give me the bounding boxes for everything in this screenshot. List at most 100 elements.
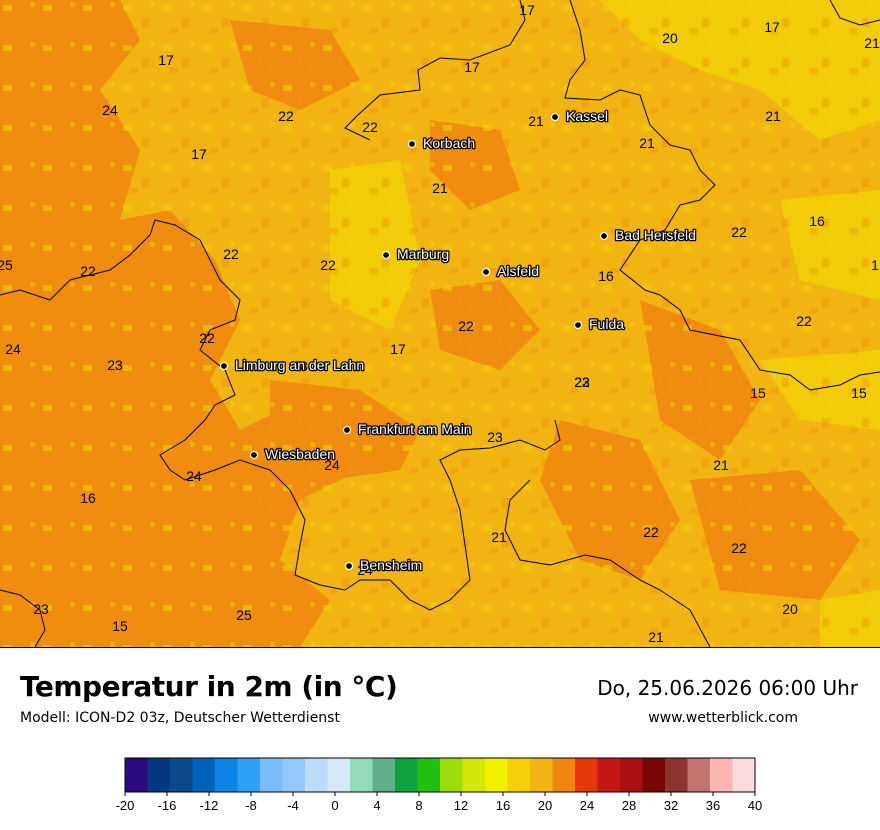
legend-swatch [575, 758, 598, 792]
city-dot [481, 267, 491, 277]
legend-swatch [170, 758, 193, 792]
city-dot [342, 425, 352, 435]
temperature-value: 18 [292, 358, 308, 374]
temperature-value: 17 [390, 341, 406, 357]
city-label: Wiesbaden [265, 446, 335, 462]
city-wiesbaden: Wiesbaden [249, 445, 336, 463]
city-bad-hersfeld: Bad Hersfeld [599, 226, 697, 244]
legend-swatch [215, 758, 238, 792]
temperature-value: 21 [528, 113, 544, 129]
legend-swatch [327, 758, 351, 792]
legend-swatch [620, 758, 643, 792]
state-borders [0, 0, 880, 648]
temperature-value: 22 [278, 108, 294, 124]
temperature-value: 20 [782, 601, 798, 617]
city-dot [599, 231, 609, 241]
temperature-value: 21 [864, 35, 880, 51]
temperature-value: 23 [574, 374, 590, 390]
legend-swatch [597, 758, 621, 792]
temperature-value: 22 [574, 374, 590, 390]
legend-swatch [440, 758, 463, 792]
legend-tick-label: 16 [496, 798, 510, 813]
temperature-labels: 17 20 17 21 17 24 17 22 22 21 21 17 21 21 16 22 25 22 22 22… [0, 2, 880, 645]
legend-tick-label: 28 [622, 798, 636, 813]
temperature-value: 16 [80, 490, 96, 506]
legend-swatch [372, 758, 396, 792]
city-label: Korbach [423, 135, 475, 151]
city-label: Fulda [589, 316, 624, 332]
map-canvas: 17 20 17 21 17 24 17 22 22 21 21 17 21 21 16 22 25 22 22 22… [0, 0, 880, 648]
temperature-map: 17 20 17 21 17 24 17 22 22 21 21 17 21 21 16 22 25 22 22 22… [0, 0, 880, 648]
temperature-value: 24 [102, 102, 118, 118]
temperature-value: 21 [491, 529, 507, 545]
city-label: Frankfurt am Main [358, 421, 472, 437]
legend-tick-label: 40 [748, 798, 762, 813]
legend-tick-label: -4 [287, 798, 299, 813]
temperature-value: 24 [5, 341, 21, 357]
legend-tick-label: 12 [454, 798, 468, 813]
temperature-value: 24 [186, 468, 202, 484]
map-footer: Temperatur in 2m (in °C) Modell: ICON-D2… [0, 648, 880, 830]
city-dot [249, 450, 259, 460]
city-dot [381, 250, 391, 260]
legend-swatch [282, 758, 306, 792]
legend-swatch [462, 758, 486, 792]
forecast-datetime: Do, 25.06.2026 06:00 Uhr [597, 676, 858, 700]
city-fulda: Fulda [573, 315, 626, 333]
city-label: Bensheim [360, 557, 422, 573]
map-title: Temperatur in 2m (in °C) [20, 670, 398, 703]
city-label: Alsfeld [497, 263, 539, 279]
legend-swatch [192, 758, 216, 792]
legend-tick-label: 36 [706, 798, 720, 813]
legend-border [124, 757, 756, 793]
city-dot [219, 361, 229, 371]
temperature-value: 15 [851, 385, 867, 401]
temperature-value: 22 [223, 246, 239, 262]
temperature-value: 22 [458, 318, 474, 334]
legend-swatch [665, 758, 688, 792]
city-frankfurt-am-main: Frankfurt am Main [342, 420, 473, 438]
city-limburg-an-der-lahn: Limburg an der Lahn [219, 356, 366, 374]
temperature-value: 22 [362, 119, 378, 135]
legend-swatch [350, 758, 373, 792]
legend-swatch [687, 758, 711, 792]
temperature-value: 21 [713, 457, 729, 473]
temperature-value: 15 [750, 385, 766, 401]
city-label: Kassel [566, 108, 608, 124]
temperature-value: 25 [236, 607, 252, 623]
temperature-value: 1 [871, 257, 879, 273]
legend-swatch [552, 758, 576, 792]
legend-swatch [710, 758, 733, 792]
temperature-value: 23 [487, 429, 503, 445]
temperature-value: 21 [639, 135, 655, 151]
legend-swatch [147, 758, 171, 792]
temperature-value: 17 [464, 59, 480, 75]
legend-swatch [642, 758, 666, 792]
temperature-value: 24 [324, 457, 340, 473]
city-dot [407, 139, 417, 149]
legend-tick-label: 20 [538, 798, 552, 813]
model-source: Modell: ICON-D2 03z, Deutscher Wetterdie… [20, 710, 340, 726]
legend-tick-label: 0 [331, 798, 338, 813]
legend-tick-label: -12 [200, 798, 219, 813]
city-label: Marburg [397, 246, 449, 262]
website-link[interactable]: www.wetterblick.com [648, 710, 798, 726]
city-dot [550, 112, 560, 122]
city-korbach: Korbach [407, 134, 476, 152]
noise-texture [0, 0, 880, 647]
temperature-value: 22 [731, 224, 747, 240]
temperature-value: 17 [764, 19, 780, 35]
temperature-value: 21 [765, 108, 781, 124]
legend-tick-label: -8 [245, 798, 257, 813]
city-label: Limburg an der Lahn [235, 357, 364, 373]
legend-tick-label: 24 [580, 798, 594, 813]
legend-tick-label: 8 [415, 798, 422, 813]
city-bensheim: Bensheim [344, 556, 424, 574]
legend-swatch [237, 758, 261, 792]
temperature-value: 21 [648, 629, 664, 645]
legend-swatch [485, 758, 508, 792]
temperature-value: 24 [357, 562, 373, 578]
temperature-value: 22 [731, 540, 747, 556]
legend-swatch [507, 758, 531, 792]
city-dot [344, 561, 354, 571]
